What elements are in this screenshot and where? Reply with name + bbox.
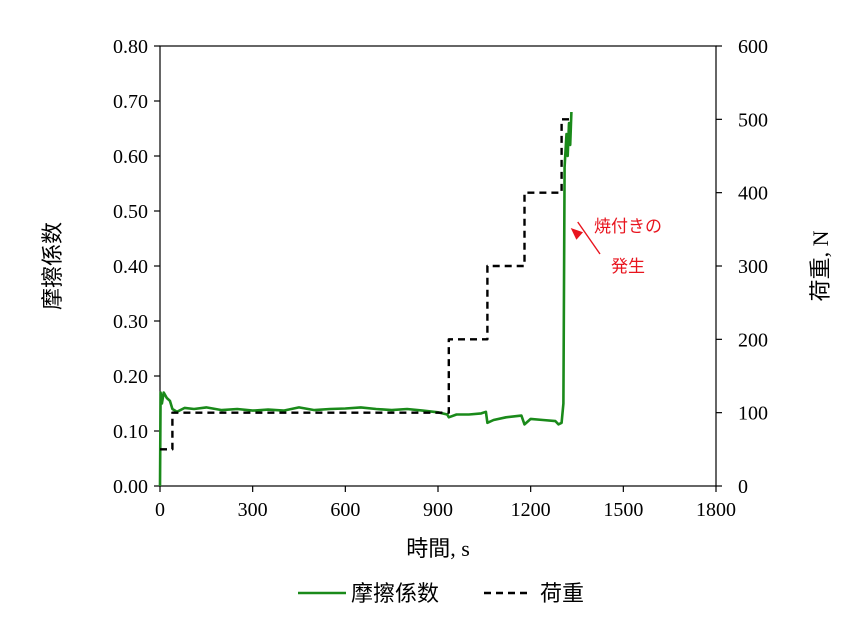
- annotation-line-2: 発生: [611, 257, 645, 276]
- right-y-tick-label: 100: [738, 403, 768, 425]
- x-tick-label: 0: [155, 499, 165, 521]
- right-y-axis-ticks: 0 100 200 300 400 500 600: [716, 36, 768, 498]
- x-tick-label: 1200: [511, 499, 551, 521]
- left-y-tick-label: 0.30: [113, 311, 148, 333]
- x-tick-label: 300: [238, 499, 268, 521]
- left-y-tick-label: 0.60: [113, 146, 148, 168]
- x-axis-ticks: 0 300 600 900 1200 1500 1800: [155, 486, 736, 521]
- seizure-annotation: 焼付きの 発生: [570, 217, 662, 276]
- left-y-tick-label: 0.10: [113, 421, 148, 443]
- right-y-tick-label: 200: [738, 329, 768, 351]
- left-y-tick-label: 0.50: [113, 201, 148, 223]
- series-layer: [158, 111, 573, 487]
- x-tick-label: 1800: [696, 499, 736, 521]
- load-line: [160, 118, 571, 451]
- annotation-arrow: [570, 221, 601, 255]
- right-y-tick-label: 500: [738, 109, 768, 131]
- x-tick-label: 1500: [603, 499, 643, 521]
- x-tick-label: 600: [330, 499, 360, 521]
- annotation-arrow-head: [570, 228, 584, 240]
- legend-label-friction: 摩擦係数: [351, 581, 439, 606]
- left-y-tick-label: 0.20: [113, 366, 148, 388]
- left-y-axis-title: 摩擦係数: [40, 222, 65, 310]
- right-y-tick-label: 0: [738, 476, 748, 498]
- right-y-tick-label: 400: [738, 183, 768, 205]
- friction-coefficient-line: [158, 111, 573, 487]
- right-y-axis-title: 荷重, N: [808, 230, 833, 301]
- x-tick-label: 900: [423, 499, 453, 521]
- legend: 摩擦係数 荷重: [298, 581, 584, 606]
- annotation-line-1: 焼付きの: [594, 217, 662, 236]
- left-y-axis-ticks: 0.00 0.10 0.20 0.30 0.40 0.50 0.60 0.70 0.80: [113, 36, 160, 498]
- left-y-tick-label: 0.70: [113, 91, 148, 113]
- left-y-tick-label: 0.00: [113, 476, 148, 498]
- annotation-arrow-shaft: [577, 221, 601, 255]
- left-y-tick-label: 0.80: [113, 36, 148, 58]
- right-y-tick-label: 600: [738, 36, 768, 58]
- x-axis-title: 時間, s: [406, 536, 470, 561]
- left-y-tick-label: 0.40: [113, 256, 148, 278]
- legend-label-load: 荷重: [540, 581, 584, 606]
- right-y-tick-label: 300: [738, 256, 768, 278]
